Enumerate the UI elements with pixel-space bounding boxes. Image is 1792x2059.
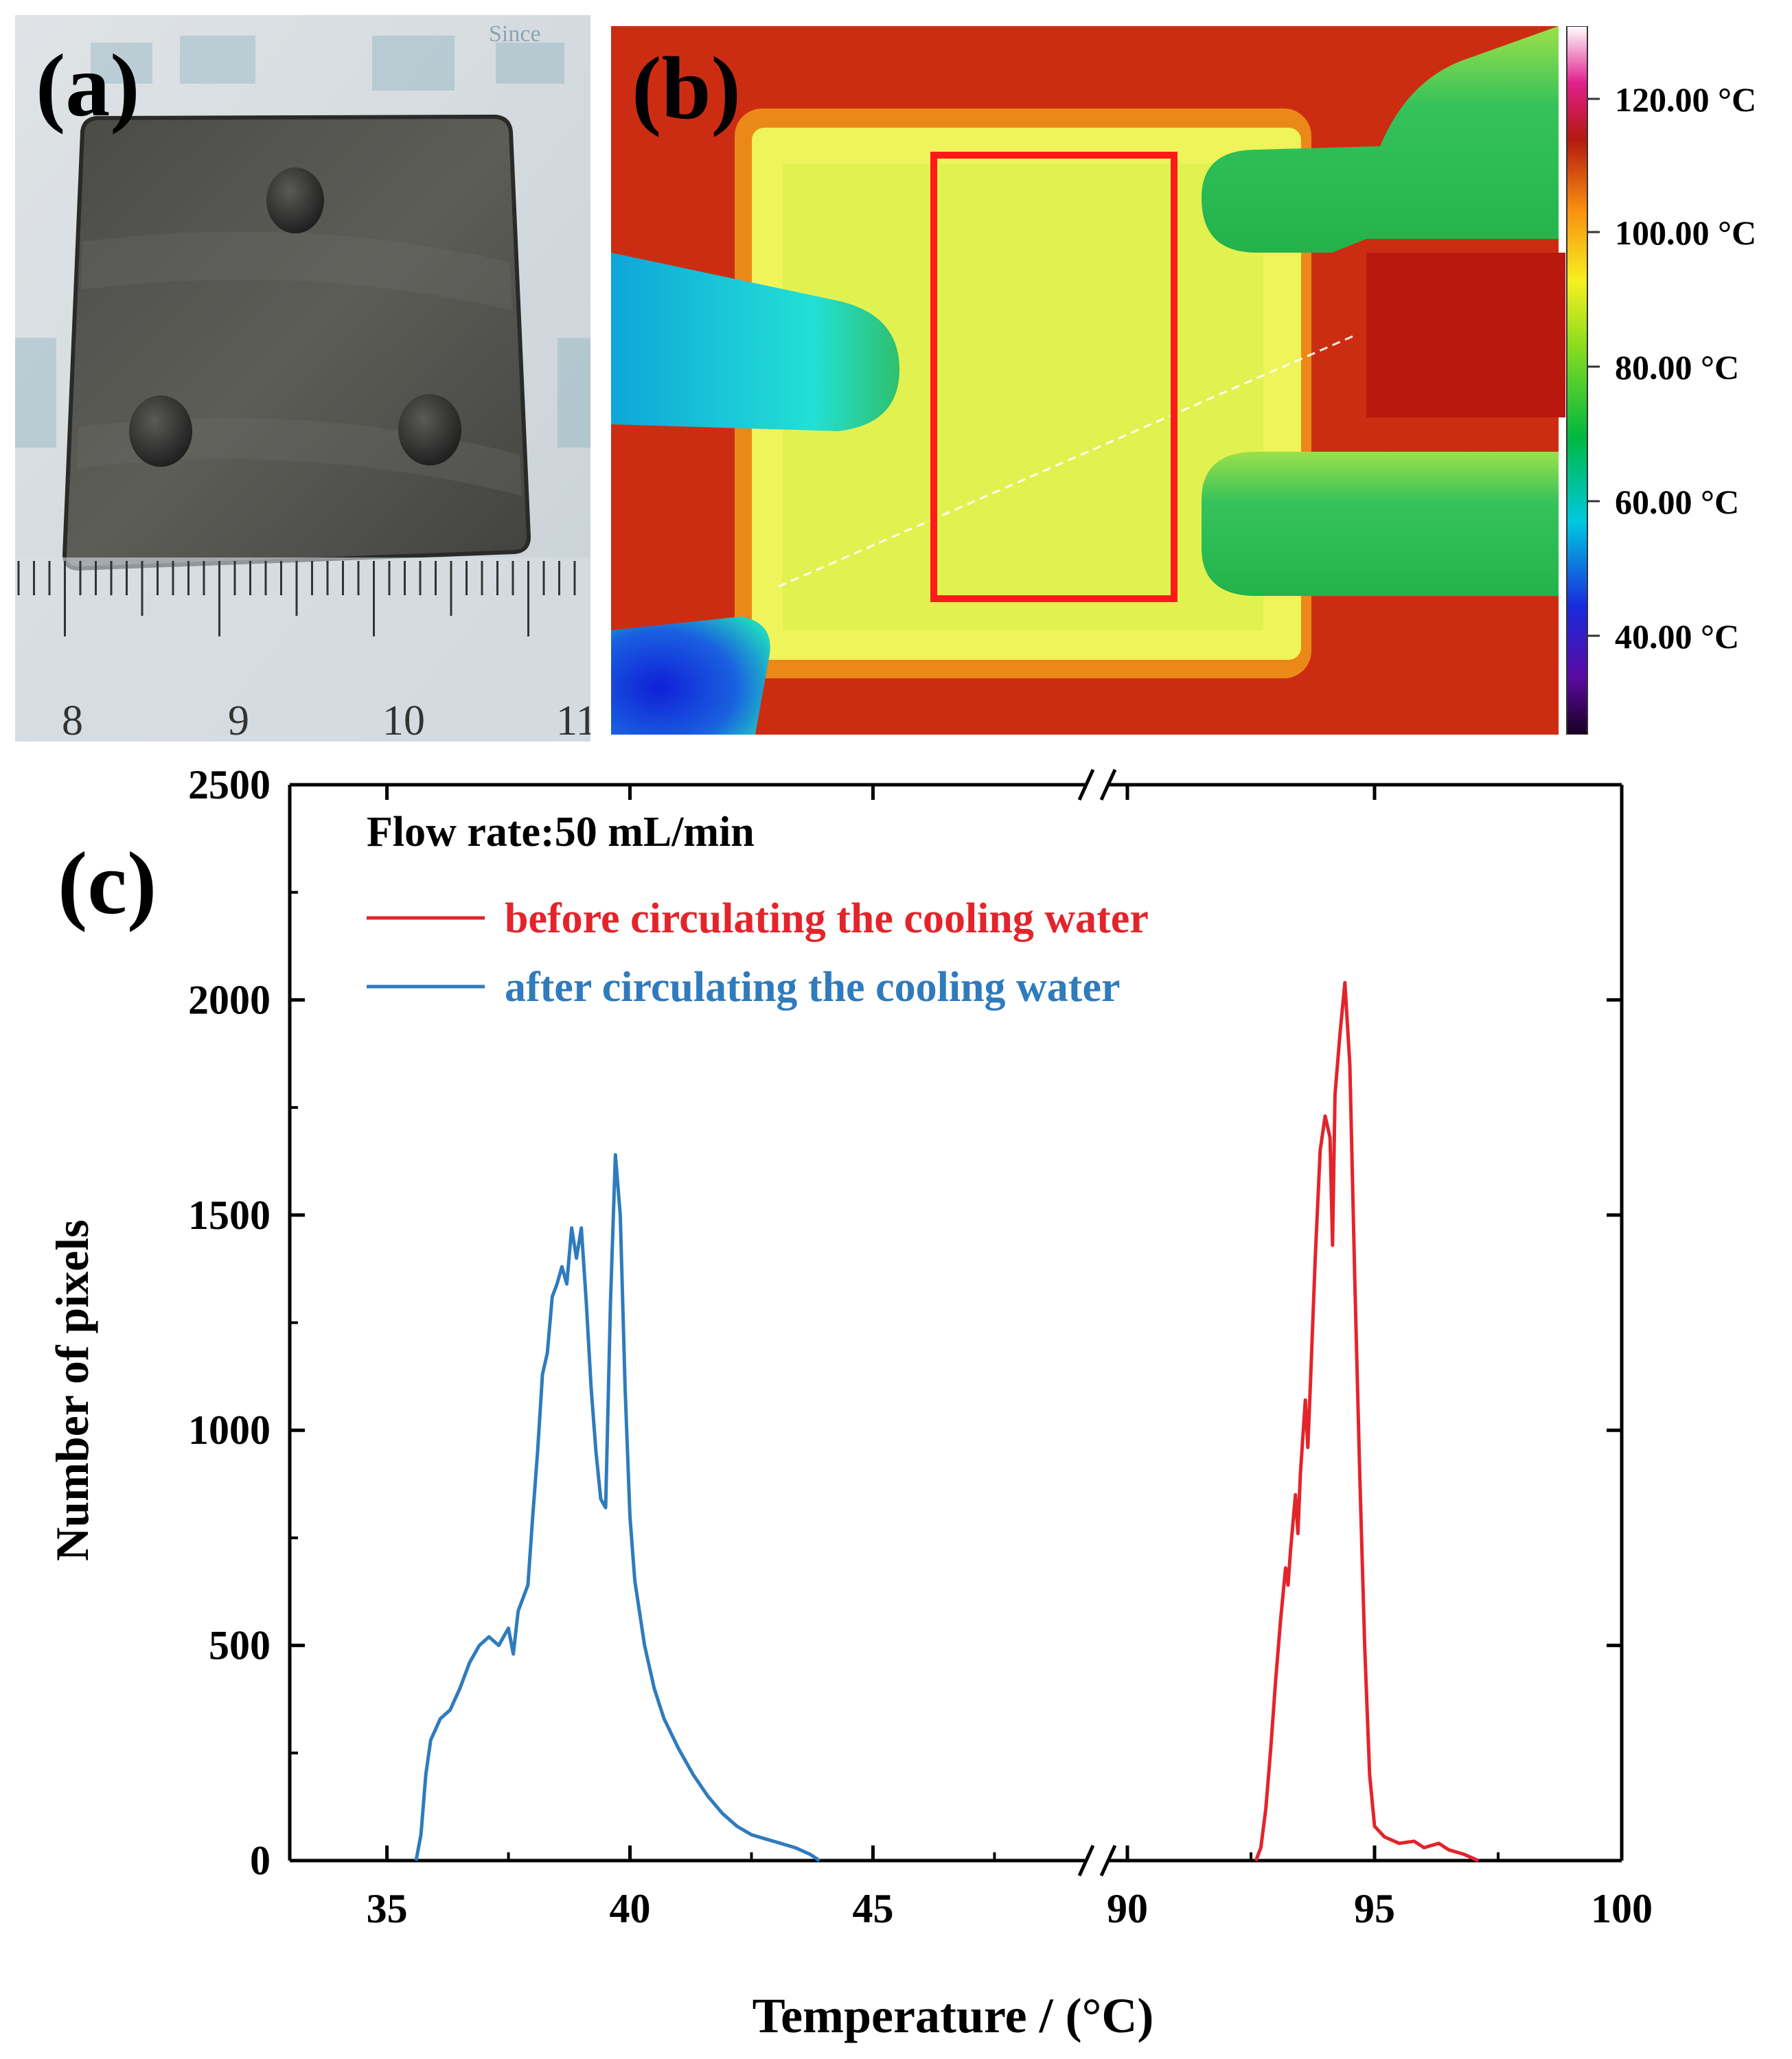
chart-series-layer (414, 980, 1480, 1863)
colorbar-label-40: 40.00 °C (1615, 617, 1739, 656)
inlet-tube-bottom (611, 617, 770, 735)
pin-bottom-right (398, 394, 461, 465)
pin-top (266, 168, 324, 233)
background-logo (15, 36, 590, 448)
chart-axes: 0 500 1000 1500 2000 2500 35 40 45 90 95 100 (188, 762, 1653, 1931)
colorbar-label-60: 60.00 °C (1615, 483, 1739, 521)
outlet-tube-bottom (1202, 452, 1559, 596)
x-tick-label: 45 (852, 1886, 893, 1931)
x-axis-label: Temperature / (°C) (753, 1988, 1154, 2043)
ruler-label-11: 11 (556, 698, 590, 741)
panel-a-label: (a) (36, 36, 140, 135)
panel-a: Since 8 9 10 11 (a) (15, 15, 597, 744)
x-tick-label: 95 (1354, 1886, 1395, 1931)
top-axis-break-mark (1077, 768, 1117, 801)
colorbar-label-120: 120.00 °C (1615, 80, 1756, 119)
y-tick-label: 0 (250, 1838, 271, 1883)
y-tick-label: 2500 (188, 762, 271, 807)
y-tick-label: 1500 (188, 1193, 271, 1238)
ruler-label-8: 8 (62, 698, 83, 741)
x-tick-label: 40 (610, 1886, 651, 1931)
colorbar-label-80: 80.00 °C (1615, 348, 1739, 387)
y-tick-label: 1000 (188, 1407, 271, 1453)
panel-c-label: (c) (58, 834, 157, 933)
y-tick-label: 500 (209, 1623, 271, 1668)
y-tick-label: 2000 (188, 977, 271, 1022)
flow-rate-annotation: Flow rate:50 mL/min (367, 809, 755, 855)
panel-c: 0 500 1000 1500 2000 2500 35 40 45 90 95 100 Flow r… (0, 748, 1792, 2056)
y-axis-label: Number of pixels (46, 1219, 98, 1561)
pin-bottom-left (129, 395, 192, 467)
panel-b-label: (b) (632, 39, 741, 138)
ruler-label-10: 10 (382, 698, 425, 741)
panel-a-photo: Since 8 9 10 11 (15, 15, 597, 744)
series-line-after (414, 1153, 820, 1863)
measurement-line (775, 335, 1353, 589)
legend-label-before: before circulating the cooling water (505, 895, 1149, 942)
x-axis-break-mark (1077, 1844, 1117, 1877)
roi-rectangle (930, 152, 1178, 602)
ruler-label-9: 9 (228, 698, 249, 741)
series-line-before (1254, 980, 1480, 1863)
legend: before circulating the cooling water aft… (367, 895, 1149, 1011)
x-tick-label: 100 (1591, 1886, 1653, 1931)
outlet-tube-top (1202, 26, 1559, 253)
panel-b: 120.00 °C 100.00 °C 80.00 °C 60.00 °C 40… (611, 25, 1778, 735)
colorbar-label-100: 100.00 °C (1615, 214, 1756, 252)
ruler: 8 9 10 11 (15, 557, 597, 744)
panel-b-thermal-image: 120.00 °C 100.00 °C 80.00 °C 60.00 °C 40… (611, 25, 1756, 735)
histogram-chart: 0 500 1000 1500 2000 2500 35 40 45 90 95 100 Flow r… (46, 762, 1653, 2043)
x-tick-label: 90 (1107, 1886, 1148, 1931)
colorbar (1566, 25, 1588, 735)
colorbar-ticks (1587, 97, 1600, 637)
inlet-tube-top (611, 253, 899, 431)
x-tick-label: 35 (367, 1886, 408, 1931)
background-since-text: Since (489, 21, 541, 47)
legend-label-after: after circulating the cooling water (505, 964, 1121, 1011)
alignment-pins (129, 168, 461, 467)
